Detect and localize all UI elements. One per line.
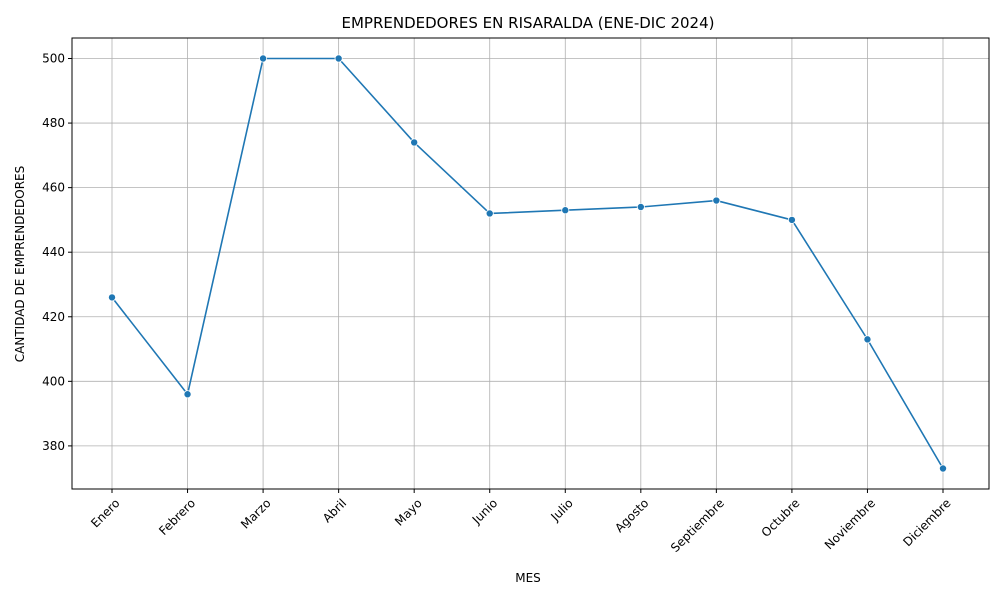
y-tick-label: 480: [42, 116, 65, 130]
data-point: [183, 390, 192, 399]
data-point: [712, 196, 721, 205]
y-axis-ticks: 380 400 420 440 460 480 500: [42, 52, 72, 453]
data-point: [939, 464, 948, 473]
chart-title: EMPRENDEDORES EN RISARALDA (ENE-DIC 2024…: [342, 14, 715, 32]
y-tick-label: 460: [42, 181, 65, 195]
data-point: [485, 209, 494, 218]
y-tick-label: 400: [42, 374, 65, 388]
data-point: [863, 335, 872, 344]
series-line: [111, 57, 944, 469]
data-point: [410, 138, 419, 147]
data-point: [334, 54, 343, 63]
x-axis-title: MES: [515, 571, 541, 585]
data-point: [636, 203, 645, 212]
y-axis-title: CANTIDAD DE EMPRENDEDORES: [13, 166, 27, 362]
y-tick-label: 380: [42, 439, 65, 453]
series-line-group: [111, 57, 944, 469]
plot-frame: [71, 37, 990, 490]
data-point: [561, 206, 570, 215]
grid-lines: [72, 38, 989, 489]
y-tick-label: 500: [42, 52, 65, 66]
y-tick-label: 440: [42, 245, 65, 259]
data-point: [787, 215, 796, 224]
y-tick-label: 420: [42, 310, 65, 324]
data-points: [108, 54, 948, 473]
data-point: [108, 293, 117, 302]
data-point: [259, 54, 268, 63]
